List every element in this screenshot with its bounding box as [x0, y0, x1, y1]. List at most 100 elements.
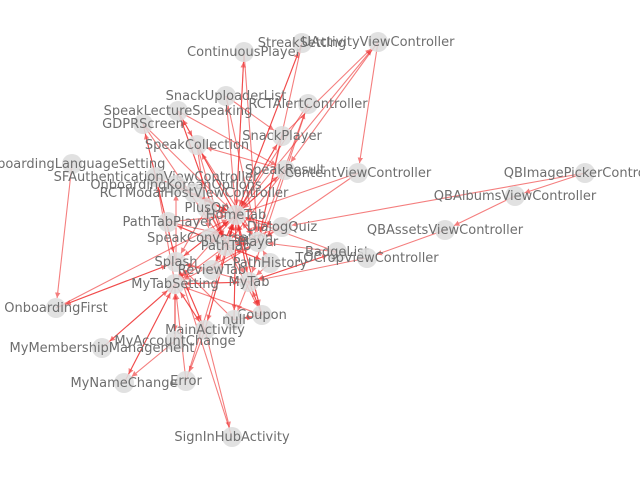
node-PathTab: PathTab: [201, 236, 252, 256]
node-marker: [184, 183, 204, 203]
node-marker: [133, 114, 153, 134]
node-label: QBImagePickerController: [504, 166, 640, 181]
node-SFAuthenticationViewController: SFAuthenticationViewController: [54, 167, 259, 187]
edge-SnackPlayer-to-Player: [258, 135, 283, 233]
node-marker: [272, 217, 292, 237]
node-MyNameChange: MyNameChange: [70, 373, 178, 393]
node-PlusOn: PlusOn: [185, 198, 230, 218]
node-marker: [222, 427, 242, 447]
node-QBAssetsViewController: QBAssetsViewController: [367, 220, 524, 240]
node-marker: [435, 220, 455, 240]
node-label: TOCropViewController: [294, 251, 439, 266]
node-label: SFAuthenticationViewController: [54, 170, 259, 185]
node-label: MyTabSetting: [131, 277, 218, 292]
node-SnackPlayer: SnackPlayer: [242, 126, 322, 146]
node-label: ContentViewController: [285, 166, 432, 181]
edge-MyTab-to-MyTabSetting: [184, 280, 250, 287]
node-label: OnboardingFirst: [4, 301, 107, 316]
edge-SpeakCollection-to-PathTab: [196, 144, 225, 237]
node-marker: [146, 167, 166, 187]
node-ContinuousPlayer: ContinuousPlayer: [187, 42, 302, 62]
edge-ContentViewController-to-HomeTab: [245, 172, 359, 213]
node-marker: [575, 163, 595, 183]
node-label: PathTab: [201, 239, 252, 254]
node-label: Coupon: [237, 308, 287, 323]
node-marker: [292, 33, 312, 53]
edge-MyMembershipManagement-to-MyTabSetting: [101, 290, 168, 349]
node-label: MyNameChange: [70, 376, 177, 391]
node-Coupon: Coupon: [237, 305, 287, 325]
node-label: PlusOn: [185, 201, 230, 216]
node-marker: [46, 298, 66, 318]
edge-BadgeList-to-Player: [267, 241, 338, 253]
node-OnboardingLanguageSetting: OnboardingLanguageSetting: [0, 154, 165, 174]
node-GDPRScreen: GDPRScreen: [102, 114, 184, 134]
edge-OnboardingFirst-to-HomeTab: [55, 219, 228, 309]
edge-QBImagePickerController-to-QBAlbumsViewController: [524, 172, 586, 194]
node-label: BadgeList: [305, 245, 369, 260]
node-OnboardingKoreanOptions: OnboardingKoreanOptions: [90, 175, 262, 195]
edge-QBImagePickerController-to-DialogQuiz: [291, 172, 586, 227]
node-marker: [505, 186, 525, 206]
node-label: SpeakCollection: [145, 138, 249, 153]
edge-HomeTab-to-SnackUploaderList: [224, 105, 237, 216]
node-MyMembershipManagement: MyMembershipManagement: [10, 338, 194, 358]
edge-HomeTab-to-null: [231, 214, 238, 311]
node-marker: [158, 212, 178, 232]
edge-ContinuousPlayer-to-Player: [243, 51, 260, 233]
node-marker: [168, 101, 188, 121]
node-marker: [62, 154, 82, 174]
node-ContentViewController: ContentViewController: [285, 163, 432, 183]
node-label: MainActivity: [165, 323, 245, 338]
node-layer: ContinuousPlayerStreakSettingUActivityVi…: [0, 32, 640, 447]
node-label: MyTab: [229, 275, 270, 290]
node-label: QBAssetsViewController: [367, 223, 524, 238]
node-marker: [348, 163, 368, 183]
node-MainActivity: MainActivity: [165, 320, 245, 340]
node-marker: [368, 32, 388, 52]
node-SignInHubActivity: SignInHubActivity: [174, 427, 290, 447]
node-marker: [202, 260, 222, 280]
node-label: Splash: [154, 255, 197, 270]
node-HomeTab: HomeTab: [206, 205, 266, 225]
edge-HomeTab-to-UActivityViewController: [235, 49, 373, 216]
node-label: ContinuousPlayer: [187, 45, 302, 60]
node-marker: [92, 338, 112, 358]
edge-QBAssetsViewController-to-TOCropViewController: [376, 229, 446, 256]
node-MyTabSetting: MyTabSetting: [131, 274, 219, 294]
node-StreakSetting: StreakSetting: [258, 33, 346, 53]
edge-HomeTab-to-Coupon: [235, 214, 261, 306]
node-QBAlbumsViewController: QBAlbumsViewController: [434, 186, 597, 206]
node-marker: [166, 252, 186, 272]
node-label: GDPRScreen: [102, 117, 184, 132]
edge-null-to-Splash: [182, 268, 235, 321]
node-marker: [216, 236, 236, 256]
node-label: PathHistory: [233, 256, 308, 271]
edge-UActivityViewController-to-ContentViewController: [357, 41, 379, 164]
edge-HomeTab-to-ContinuousPlayer: [235, 61, 246, 216]
node-marker: [187, 135, 207, 155]
edge-RCTAlertController-to-HomeTab: [240, 103, 309, 207]
node-label: SnackPlayer: [242, 129, 322, 144]
node-label: PathTabPlayer: [122, 215, 214, 230]
node-label: RCTModalHostViewController: [100, 186, 289, 201]
node-MyTab: MyTab: [229, 272, 270, 292]
node-marker: [260, 253, 280, 273]
edge-MainActivity-to-SignInHubActivity: [204, 329, 231, 428]
edge-MyNameChange-to-MyTabSetting: [123, 292, 171, 384]
edge-SpeakResult-to-SpeakCollection: [206, 146, 286, 171]
node-marker: [239, 272, 259, 292]
node-marker: [224, 310, 244, 330]
node-marker: [226, 205, 246, 225]
edge-QBAlbumsViewController-to-QBAssetsViewController: [453, 195, 516, 227]
edge-TOCropViewController-to-MyTab: [258, 257, 368, 282]
node-label: SpeakConversation: [147, 231, 273, 246]
node-marker: [200, 228, 220, 248]
node-label: SnackUploaderList: [166, 89, 287, 104]
node-BadgeList: BadgeList: [305, 242, 369, 262]
node-marker: [248, 232, 268, 252]
node-label: QBAlbumsViewController: [434, 189, 597, 204]
node-label: OnboardingKoreanOptions: [90, 178, 262, 193]
edge-BadgeList-to-HomeTab: [245, 217, 338, 253]
